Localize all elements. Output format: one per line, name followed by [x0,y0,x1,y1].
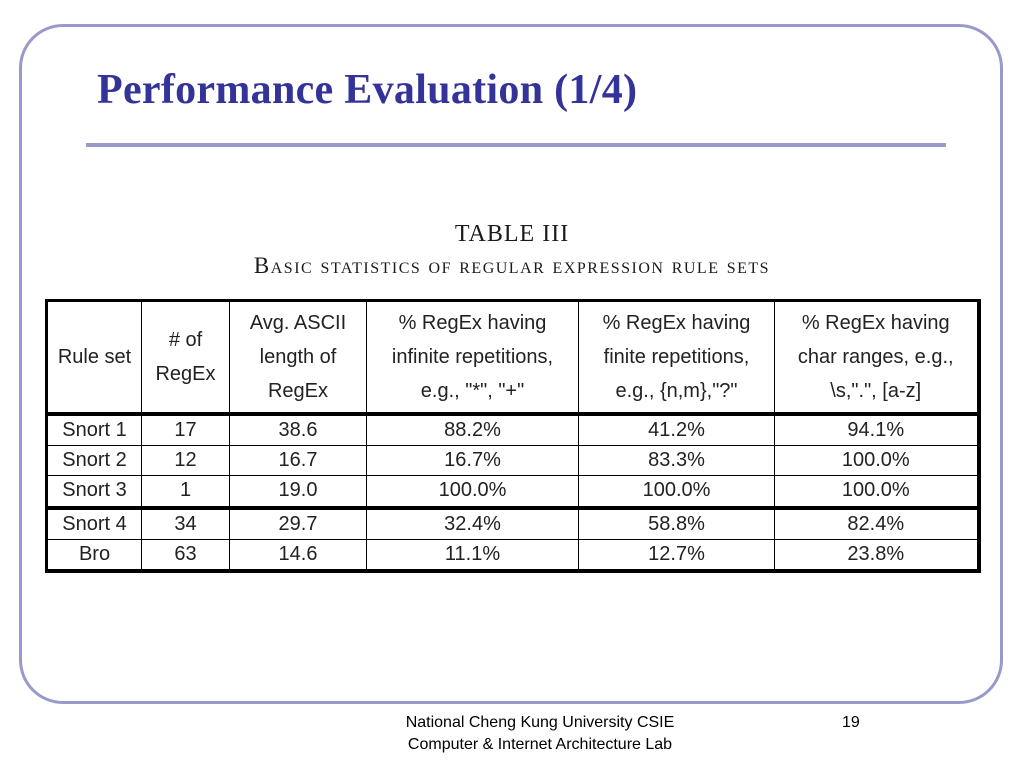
table-row: Snort 4 34 29.7 32.4% 58.8% 82.4% [46,507,979,540]
cell-avg-length: 14.6 [229,538,367,572]
cell-finite-repetitions: 58.8% [578,507,775,540]
title-underline [86,143,946,147]
cell-char-ranges: 94.1% [774,413,979,447]
cell-avg-length: 38.6 [229,413,367,447]
cell-char-ranges: 100.0% [774,445,979,477]
cell-regex-count: 17 [141,413,230,447]
cell-avg-length: 19.0 [229,475,367,509]
table-subtitle: Basic statistics of regular expression r… [253,253,771,278]
cell-finite-repetitions: 83.3% [578,445,775,477]
cell-rule-set: Bro [46,538,142,572]
cell-rule-set: Snort 1 [46,413,142,447]
cell-finite-repetitions: 41.2% [578,413,775,447]
table-row: Snort 3 1 19.0 100.0% 100.0% 100.0% [46,475,979,509]
cell-regex-count: 1 [141,475,230,509]
table-number: TABLE III [454,221,570,247]
cell-rule-set: Snort 4 [46,507,142,540]
cell-char-ranges: 82.4% [774,507,979,540]
cell-avg-length: 16.7 [229,445,367,477]
cell-rule-set: Snort 3 [46,475,142,509]
cell-regex-count: 12 [141,445,230,477]
slide-title: Performance Evaluation (1/4) [97,67,638,113]
table-caption: TABLE III Basic statistics of regular ex… [0,219,1024,283]
table-header-row: Rule set # of RegEx Avg. ASCII length of Re… [46,300,979,415]
cell-infinite-repetitions: 100.0% [366,475,579,509]
page-number: 19 [842,714,860,731]
cell-regex-count: 63 [141,538,230,572]
header-rule-set: Rule set [46,300,142,415]
cell-avg-length: 29.7 [229,507,367,540]
header-infinite-repetitions: % RegEx having infinite repetitions, e.g.,… [366,300,579,415]
footer-lab: Computer & Internet Architecture Lab [407,736,673,753]
cell-rule-set: Snort 2 [46,445,142,477]
header-regex-count: # of RegEx [141,300,230,415]
statistics-table: Rule set # of RegEx Avg. ASCII length of Re… [45,299,981,573]
cell-infinite-repetitions: 11.1% [366,538,579,572]
cell-infinite-repetitions: 16.7% [366,445,579,477]
footer-university: National Cheng Kung University CSIE [405,714,675,731]
header-finite-repetitions: % RegEx having finite repetitions, e.g., {… [578,300,775,415]
cell-regex-count: 34 [141,507,230,540]
header-avg-length: Avg. ASCII length of RegEx [229,300,367,415]
cell-infinite-repetitions: 32.4% [366,507,579,540]
cell-finite-repetitions: 12.7% [578,538,775,572]
cell-finite-repetitions: 100.0% [578,475,775,509]
table-row: Snort 2 12 16.7 16.7% 83.3% 100.0% [46,445,979,477]
cell-char-ranges: 100.0% [774,475,979,509]
footer-institution: National Cheng Kung University CSIE Comp… [340,712,740,756]
table-row: Snort 1 17 38.6 88.2% 41.2% 94.1% [46,413,979,447]
slide-frame [19,24,1003,704]
cell-infinite-repetitions: 88.2% [366,413,579,447]
cell-char-ranges: 23.8% [774,538,979,572]
table-row: Bro 63 14.6 11.1% 12.7% 23.8% [46,538,979,572]
header-char-ranges: % RegEx having char ranges, e.g., \s,".", … [774,300,979,415]
